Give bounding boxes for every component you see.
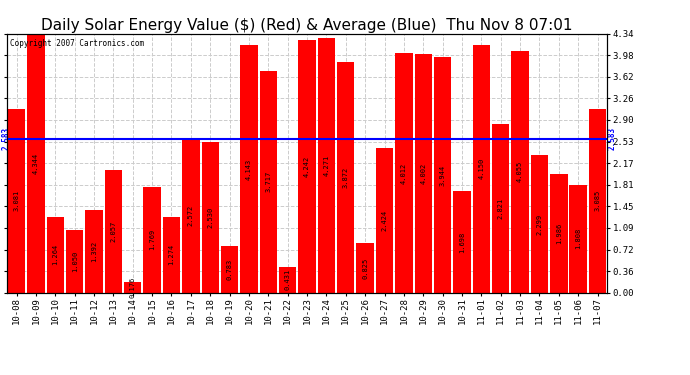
Text: 1.050: 1.050 [72,251,78,272]
Bar [221,246,238,292]
Bar [182,139,199,292]
Bar [337,62,355,292]
Text: 2.572: 2.572 [188,205,194,226]
Bar [47,217,64,292]
Text: 0.825: 0.825 [362,257,368,279]
Text: 0.431: 0.431 [285,269,290,290]
Bar [395,53,413,292]
Text: 4.055: 4.055 [517,161,523,182]
Bar [8,109,26,292]
Bar [66,230,83,292]
Text: 3.872: 3.872 [343,166,348,188]
Bar [434,57,451,292]
Bar [415,54,432,292]
Bar [279,267,297,292]
Text: 3.717: 3.717 [266,171,271,192]
Text: 4.344: 4.344 [33,152,39,174]
Text: 1.769: 1.769 [149,229,155,251]
Text: 2.530: 2.530 [207,207,213,228]
Text: 1.698: 1.698 [459,231,465,252]
Text: 2.821: 2.821 [497,198,504,219]
Text: 4.012: 4.012 [401,162,407,183]
Bar [569,185,587,292]
Bar [163,216,180,292]
Text: 3.944: 3.944 [440,164,446,186]
Bar [357,243,374,292]
Bar [201,142,219,292]
Text: 4.143: 4.143 [246,158,252,180]
Bar [105,170,122,292]
Bar [124,282,141,292]
Text: 1.264: 1.264 [52,244,59,266]
Bar [27,33,45,292]
Text: Copyright 2007 Cartronics.com: Copyright 2007 Cartronics.com [10,39,144,48]
Text: 2.583: 2.583 [607,127,616,150]
Bar [589,109,607,292]
Text: 0.176: 0.176 [130,277,136,298]
Text: 0.783: 0.783 [226,258,233,280]
Text: 1.808: 1.808 [575,228,581,249]
Bar [240,45,257,292]
Text: 4.271: 4.271 [324,154,329,176]
Bar [531,155,548,292]
Bar [144,187,161,292]
Text: 2.583: 2.583 [2,127,11,150]
Text: 1.392: 1.392 [91,240,97,262]
Text: 2.424: 2.424 [382,210,388,231]
Text: 2.057: 2.057 [110,220,117,242]
Bar [511,51,529,292]
Bar [259,71,277,292]
Bar [453,191,471,292]
Text: 1.986: 1.986 [555,223,562,244]
Bar [376,148,393,292]
Bar [473,45,490,292]
Bar [492,124,509,292]
Text: 4.002: 4.002 [420,163,426,184]
Text: 2.299: 2.299 [536,213,542,235]
Text: 3.081: 3.081 [14,190,19,211]
Text: 1.274: 1.274 [168,244,175,265]
Title: Daily Solar Energy Value ($) (Red) & Average (Blue)  Thu Nov 8 07:01: Daily Solar Energy Value ($) (Red) & Ave… [41,18,573,33]
Bar [317,38,335,292]
Text: 3.085: 3.085 [595,190,600,211]
Text: 4.242: 4.242 [304,155,310,177]
Text: 4.150: 4.150 [478,158,484,179]
Bar [550,174,567,292]
Bar [86,210,103,292]
Bar [298,40,316,292]
